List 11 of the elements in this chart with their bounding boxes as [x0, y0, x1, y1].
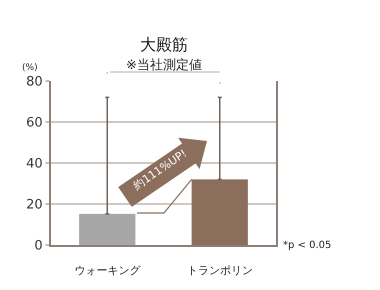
x-tick-label: ウォーキング: [74, 264, 142, 277]
y-tick-label: 20: [26, 198, 43, 213]
y-tick-label: 60: [26, 116, 43, 131]
y-tick-label: 80: [26, 74, 43, 90]
chart-title: 大殿筋: [140, 35, 188, 54]
x-tick-label: トランポリン: [186, 264, 253, 277]
y-tick-label: 0: [34, 238, 43, 254]
y-tick-label: 40: [26, 156, 43, 172]
chart-subtitle: ※当社測定値: [126, 58, 202, 73]
y-axis-title: (%): [22, 63, 38, 73]
text: *p < 0.05: [283, 240, 332, 251]
